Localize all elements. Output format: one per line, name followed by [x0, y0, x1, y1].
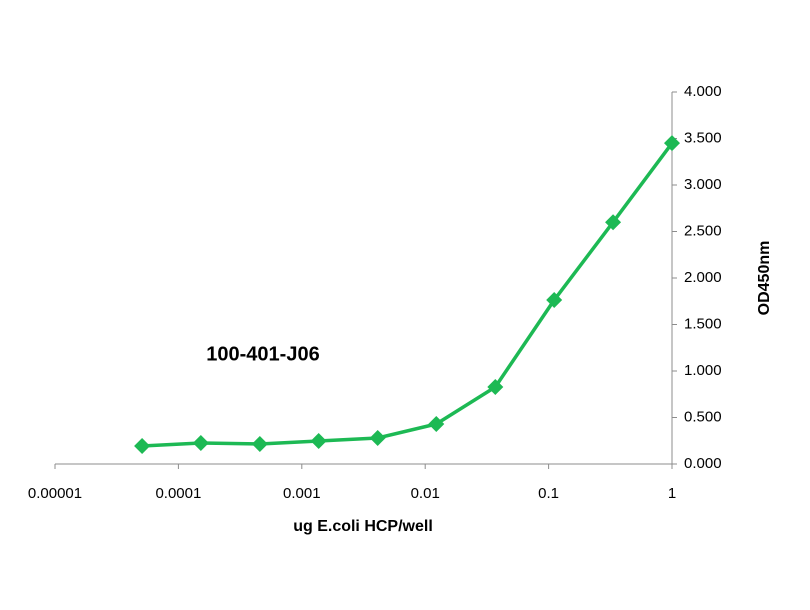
y-tick-label: 4.000 [684, 83, 722, 100]
x-tick-label: 0.001 [283, 485, 321, 502]
y-axis-label: OD450nm [756, 241, 773, 316]
marker [134, 437, 151, 454]
y-tick-label: 1.000 [684, 362, 722, 379]
marker [487, 378, 504, 395]
x-tick-label: 0.01 [411, 485, 440, 502]
marker [192, 434, 209, 451]
y-tick-label: 0.000 [684, 455, 722, 472]
marker [546, 292, 563, 309]
y-tick-label: 2.000 [684, 269, 722, 286]
y-tick-label: 1.500 [684, 315, 722, 332]
marker [428, 416, 445, 433]
x-tick-label: 1 [668, 485, 676, 502]
x-tick-label: 0.00001 [28, 485, 82, 502]
x-tick-label: 0.0001 [155, 485, 201, 502]
x-tick-label: 0.1 [538, 485, 559, 502]
marker [369, 429, 386, 446]
x-axis-label: ug E.coli HCP/well [293, 518, 433, 535]
marker [605, 214, 622, 231]
y-tick-label: 3.000 [684, 176, 722, 193]
marker [310, 433, 327, 450]
marker [664, 135, 680, 152]
y-tick-label: 2.500 [684, 222, 722, 239]
annotation: 100-401-J06 [206, 343, 319, 365]
line [142, 142, 674, 448]
y-tick-label: 3.500 [684, 129, 722, 146]
y-tick-label: 0.500 [684, 408, 722, 425]
marker [251, 436, 268, 453]
